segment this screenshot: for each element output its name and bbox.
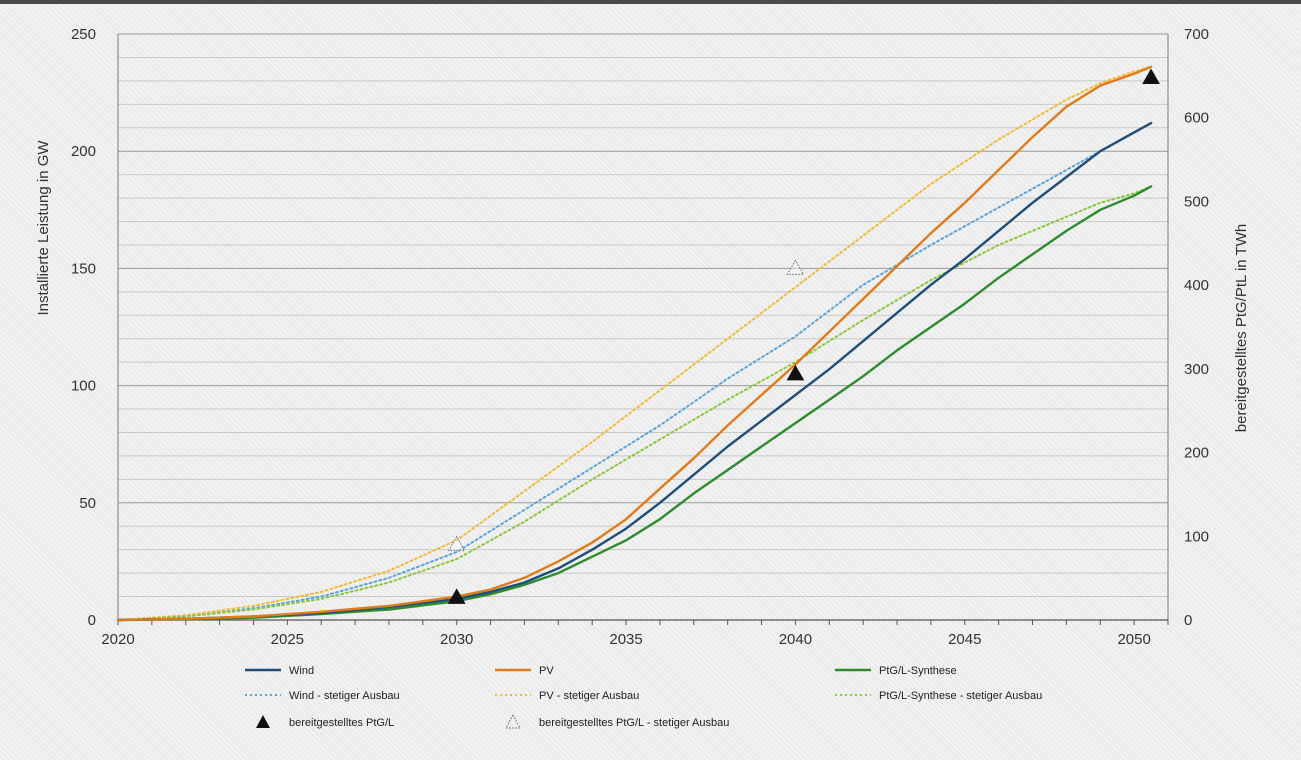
series-line-ptg-l-synthese [116,185,1153,622]
legend-label: Wind - stetiger Ausbau [289,690,400,702]
x-tick-label: 2040 [779,631,812,648]
right-axis-ticks: 0 100 200 300 400 500 600 700 [1184,26,1209,629]
x-tick-label: 2020 [101,631,134,648]
legend-item: PV - stetiger Ausbau [495,690,639,702]
x-tick-label: 2050 [1117,631,1150,648]
left-tick-label: 100 [71,378,96,395]
legend-item: bereitgestelltes PtG/L - stetiger Ausbau [505,713,729,729]
series-line-wind [116,121,1153,622]
x-axis-ticks: 2020 2025 2030 2035 2040 2045 2050 [101,620,1169,648]
legend-item: bereitgestelltes PtG/L [256,715,394,729]
series-line-ptg-l-synthese-stetiger-ausbau [117,185,1153,621]
marker-open-triangle [447,535,466,552]
right-tick-label: 200 [1184,445,1209,462]
series-line-wind-stetiger-ausbau [117,122,1153,621]
legend-item: Wind - stetiger Ausbau [245,690,400,702]
legend-swatch [256,715,270,728]
legend: Wind PV PtG/L-Synthese Wind - stetiger Ausb… [245,665,1042,729]
legend-swatch [505,713,521,729]
legend-label: PtG/L-Synthese [879,665,957,677]
marker-filled-triangle [447,588,466,604]
x-tick-label: 2025 [271,631,304,648]
right-tick-label: 100 [1184,528,1209,545]
x-tick-label: 2030 [440,631,473,648]
right-tick-label: 300 [1184,361,1209,378]
marker-filled-triangle [1142,68,1160,85]
axes [117,34,1169,621]
legend-item: PV [495,665,554,677]
marker-filled-triangle [786,364,805,381]
right-tick-label: 500 [1184,193,1209,210]
legend-label: bereitgestelltes PtG/L [289,717,394,729]
legend-label: Wind [289,665,314,677]
right-tick-label: 400 [1184,277,1209,294]
right-axis-label: bereitgestelltes PtG/PtL in TWh [1233,224,1250,432]
markers [447,68,1160,604]
legend-item: Wind [245,665,314,677]
right-tick-label: 600 [1184,110,1209,127]
series-line-pv [116,65,1153,622]
left-tick-label: 250 [71,26,96,43]
x-tick-label: 2035 [609,631,642,648]
legend-label: PtG/L-Synthese - stetiger Ausbau [879,690,1042,702]
plot-area [118,34,1168,620]
left-tick-label: 0 [88,612,96,629]
legend-label: PV [539,665,554,677]
top-border [0,0,1301,4]
left-axis-ticks: 0 50 100 150 200 250 [71,26,96,629]
legend-label: bereitgestelltes PtG/L - stetiger Ausbau [539,717,729,729]
minor-gridlines [118,56,1168,598]
legend-item: PtG/L-Synthese - stetiger Ausbau [835,690,1042,702]
legend-item: PtG/L-Synthese [835,665,957,677]
left-axis-label: Installierte Leistung in GW [35,140,52,316]
legend-label: PV - stetiger Ausbau [539,690,639,702]
right-tick-label: 700 [1184,26,1209,43]
major-gridlines [118,33,1168,504]
left-tick-label: 150 [71,260,96,277]
x-tick-label: 2045 [948,631,981,648]
left-tick-label: 50 [79,495,96,512]
series-line-pv-stetiger-ausbau [117,65,1153,621]
left-tick-label: 200 [71,143,96,160]
marker-open-triangle [786,259,805,275]
right-tick-label: 0 [1184,612,1192,629]
series-lines [116,65,1153,622]
